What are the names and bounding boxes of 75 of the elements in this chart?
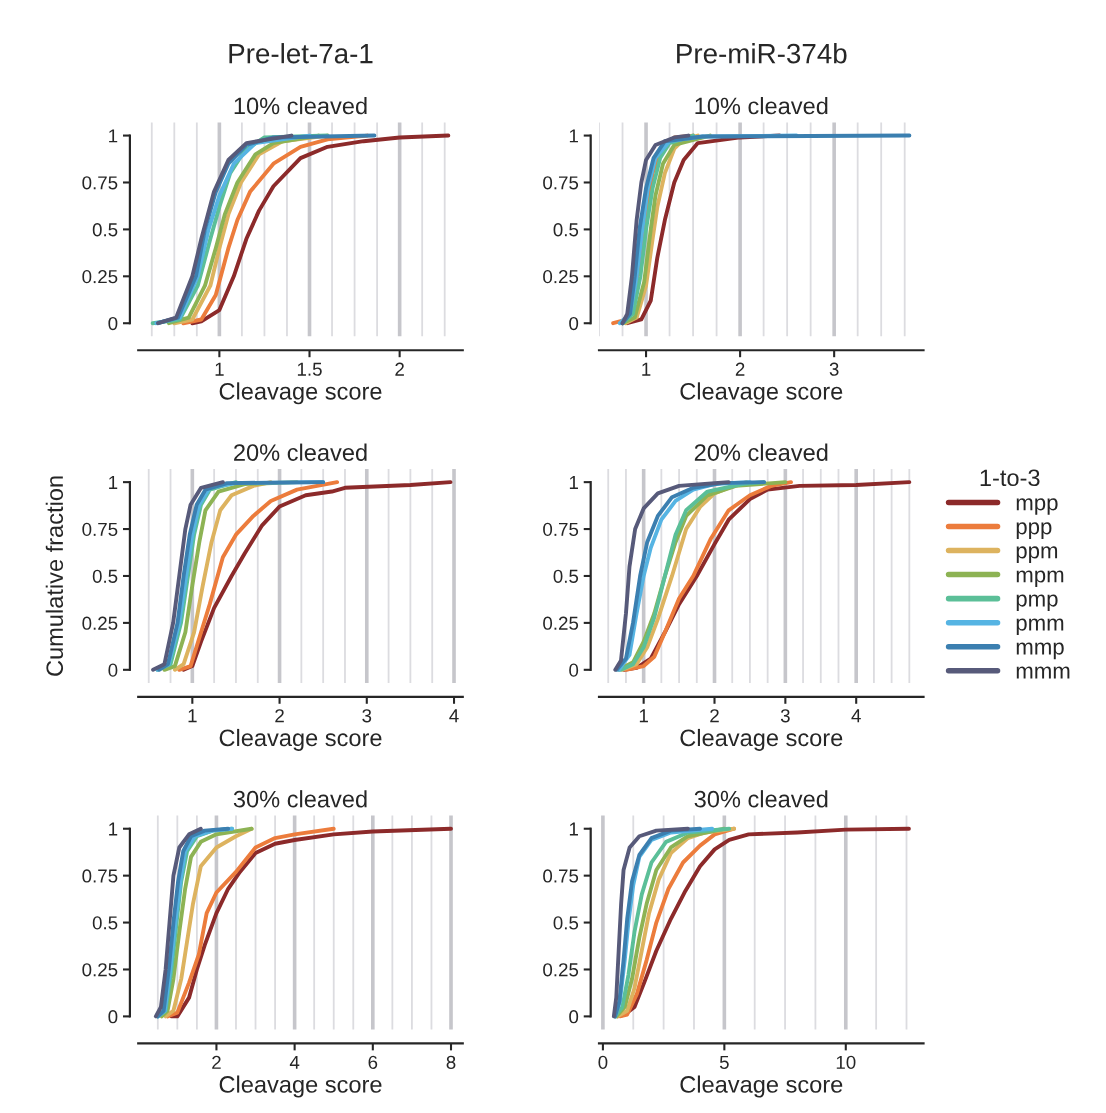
y-tick-label: 1	[109, 129, 118, 143]
y-tick-label: 0.5	[553, 916, 579, 930]
x-tick-label: 2	[735, 362, 745, 376]
chart-title: 30% cleaved	[694, 790, 828, 808]
y-tick-label: 0	[108, 316, 118, 331]
x-tick-label: 4	[289, 1055, 300, 1069]
x-tick-label: 1.5	[297, 362, 322, 376]
x-axis-title: Cleavage score	[219, 382, 382, 405]
legend-label: pmp	[1016, 594, 1058, 612]
x-tick-label: 2	[212, 1055, 221, 1069]
legend-title: 1-to-3	[980, 469, 1040, 487]
y-tick-label: 0	[108, 1010, 118, 1024]
x-tick-label: 1	[188, 709, 197, 723]
y-tick-label: 0.25	[82, 963, 118, 977]
y-tick-label: 1	[109, 822, 118, 836]
y-tick-label: 0.25	[543, 616, 579, 630]
y-tick-label: 1	[109, 476, 118, 489]
x-axis-title: Cleavage score	[680, 382, 843, 405]
chart-title: 20% cleaved	[234, 443, 367, 461]
x-tick-label: 4	[449, 709, 459, 723]
x-tick-label: 3	[829, 362, 839, 376]
y-tick-label: 0.75	[82, 522, 118, 537]
y-tick-label: 0	[569, 1010, 579, 1024]
chart-title: 20% cleaved	[694, 443, 828, 461]
x-tick-label: 5	[719, 1055, 729, 1069]
x-axis-title: Cleavage score	[219, 1075, 382, 1098]
legend-label: ppp	[1016, 522, 1052, 539]
x-tick-label: 6	[368, 1055, 378, 1069]
y-tick-label: 0	[108, 663, 118, 677]
legend-label: mmm	[1016, 666, 1070, 679]
y-tick-label: 0.5	[553, 569, 579, 583]
x-tick-label: 1	[642, 362, 651, 376]
x-axis-title: Cleavage score	[680, 1075, 843, 1098]
y-tick-label: 0.75	[82, 176, 118, 190]
legend-label: mpm	[1016, 570, 1064, 587]
y-tick-label: 0.25	[82, 616, 118, 630]
y-tick-label: 0.75	[543, 869, 579, 883]
y-tick-label: 0.5	[92, 916, 118, 930]
chart-subtitle: 10% cleaved	[695, 96, 828, 115]
y-tick-label: 0	[569, 316, 579, 331]
y-tick-label: 0.75	[82, 869, 118, 883]
x-tick-label: 3	[780, 709, 790, 723]
chart-subtitle: 10% cleaved	[234, 96, 367, 115]
x-axis-title: Cleavage score	[219, 728, 382, 751]
x-tick-label: 4	[851, 709, 861, 723]
chart-title: Pre-let-7a-1	[229, 43, 373, 64]
legend-label: mpp	[1016, 498, 1058, 515]
y-tick-label: 0	[569, 663, 579, 677]
x-tick-label: 0	[598, 1055, 608, 1069]
legend-label: ppm	[1016, 546, 1058, 563]
legend-label: mmp	[1016, 642, 1064, 660]
y-axis-title: Cumulative fraction	[45, 476, 64, 676]
y-tick-label: 1	[569, 129, 578, 143]
y-tick-label: 0.25	[543, 270, 579, 284]
y-tick-label: 0.5	[92, 569, 118, 583]
x-tick-label: 2	[395, 362, 404, 376]
legend-label: pmm	[1016, 618, 1064, 636]
y-tick-label: 0.75	[543, 522, 579, 537]
x-tick-label: 8	[446, 1055, 456, 1069]
y-tick-label: 0.25	[82, 270, 118, 284]
x-tick-label: 10	[836, 1055, 856, 1069]
x-tick-label: 2	[275, 709, 284, 723]
y-tick-label: 0.75	[543, 176, 579, 190]
y-tick-label: 1	[569, 822, 578, 836]
x-tick-label: 2	[710, 709, 719, 723]
x-axis-title: Cleavage score	[680, 728, 843, 751]
x-tick-label: 1	[639, 709, 648, 723]
y-tick-label: 0.5	[92, 223, 118, 237]
x-tick-label: 3	[362, 709, 372, 723]
chart-title: 30% cleaved	[233, 790, 367, 808]
chart-title: Pre-miR-374b	[677, 43, 847, 64]
x-tick-label: 1	[215, 362, 224, 376]
y-tick-label: 0.5	[553, 223, 579, 237]
y-tick-label: 0.25	[543, 963, 579, 977]
y-tick-label: 1	[569, 476, 578, 489]
